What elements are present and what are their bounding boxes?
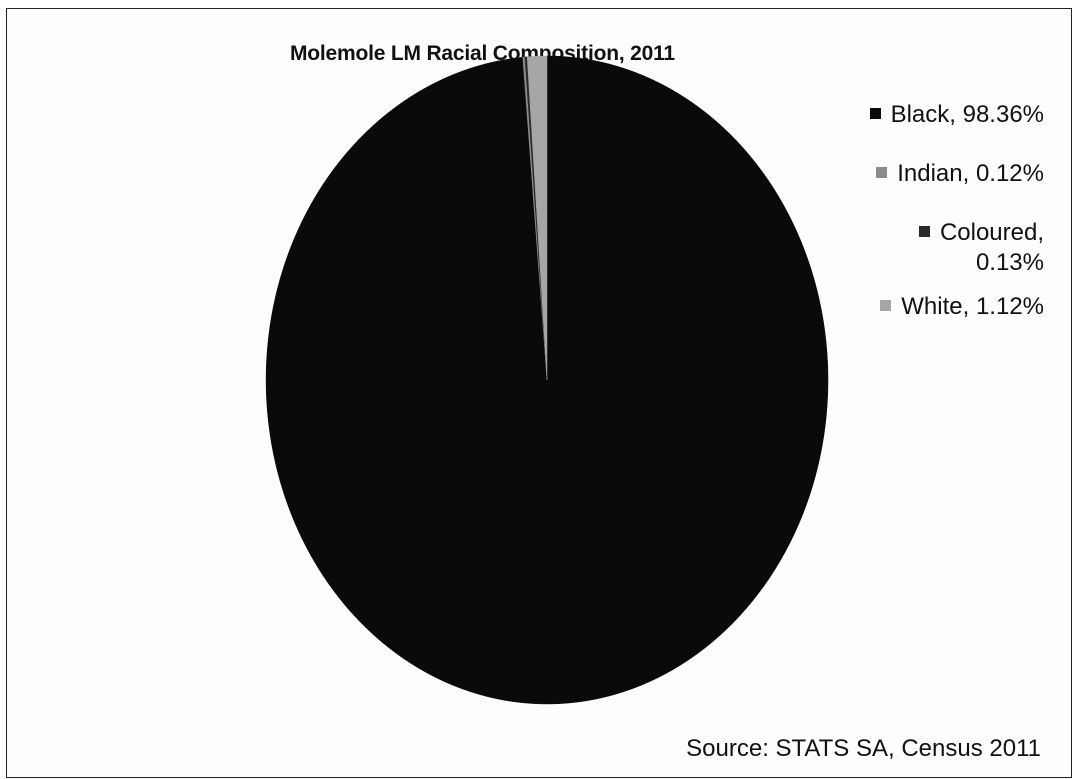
legend-label-black: Black, 98.36% [890,101,1044,128]
legend-item-white: White, 1.12% [804,292,1044,322]
pie-slice-white [526,55,548,381]
source-note: Source: STATS SA, Census 2011 [686,735,1041,762]
legend-swatch-coloured [918,226,930,238]
legend-label-white: White, 1.12% [901,293,1044,320]
legend-label-indian: Indian, 0.12% [897,160,1044,187]
legend-swatch-white [880,300,892,312]
legend-label-coloured-line2: 0.13% [975,249,1044,276]
legend-item-coloured: Coloured, 0.13% [804,218,1044,278]
pie-slices [265,55,829,705]
legend-swatch-indian [876,167,888,179]
legend-label-coloured: Coloured, [939,219,1044,246]
legend: Black, 98.36% Indian, 0.12% Coloured, 0.… [804,100,1044,351]
legend-item-indian: Indian, 0.12% [804,159,1044,189]
legend-item-black: Black, 98.36% [804,100,1044,130]
legend-swatch-black [869,108,881,120]
